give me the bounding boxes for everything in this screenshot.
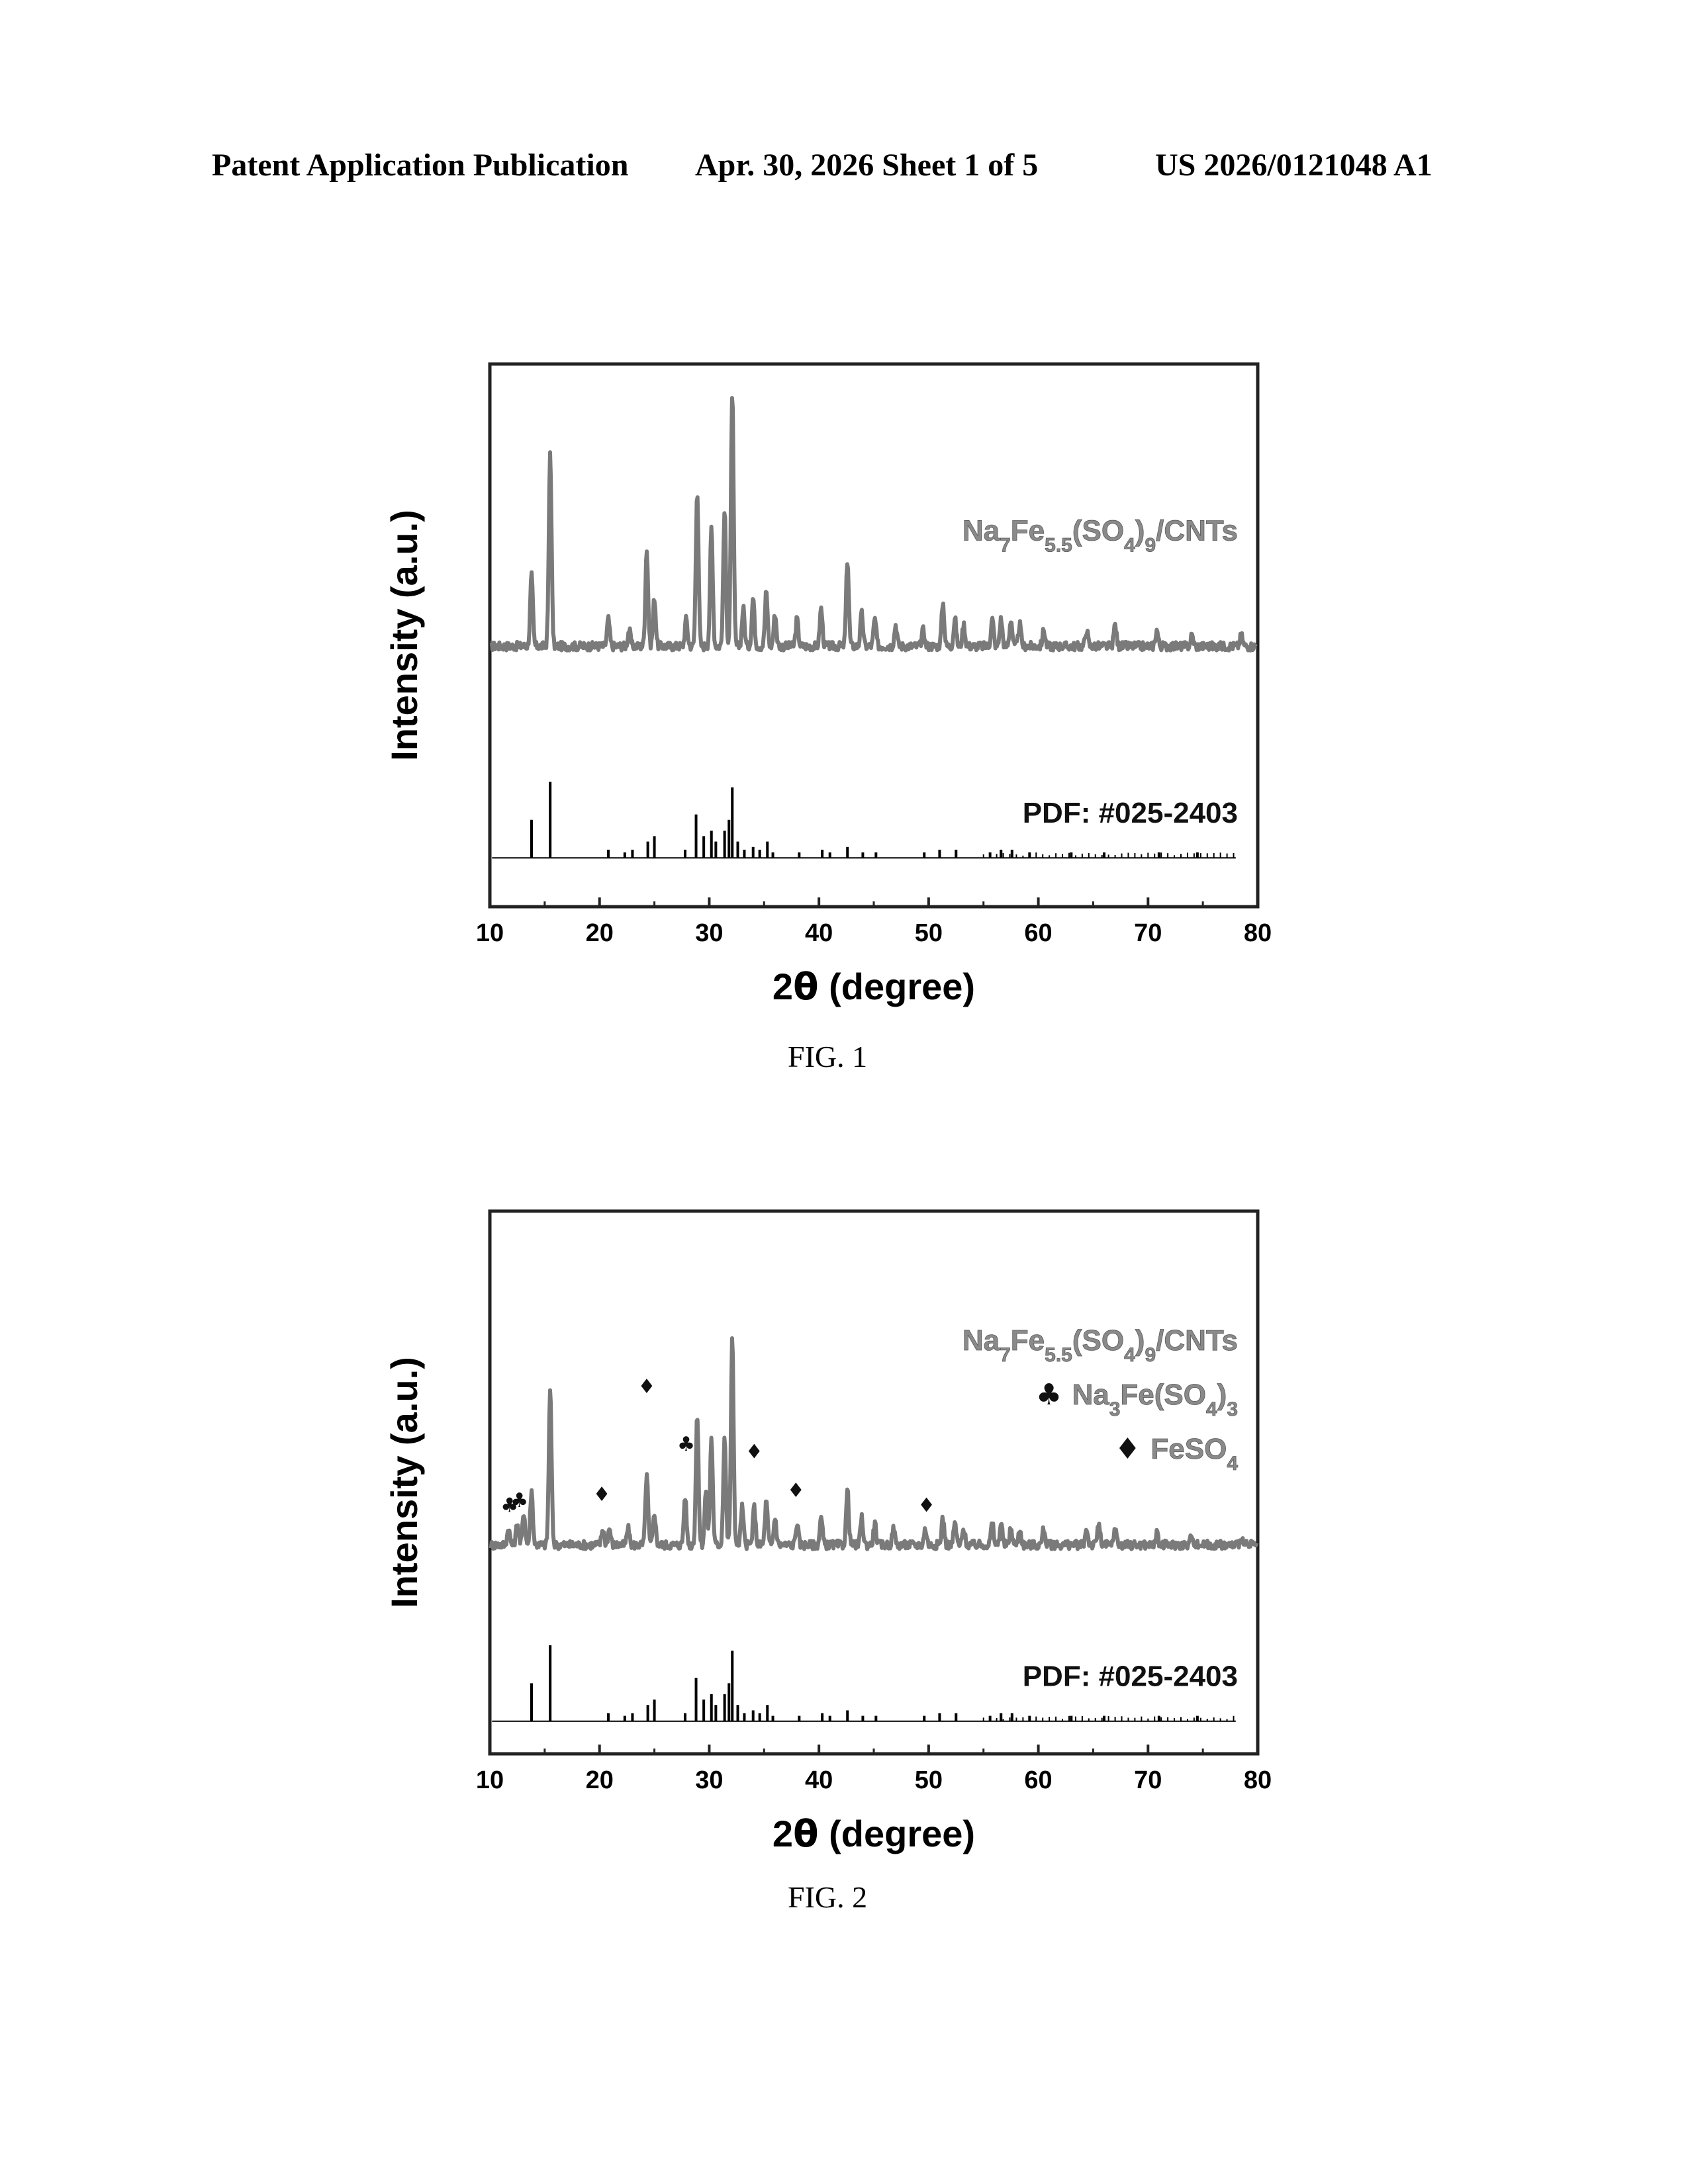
club-marker: ♣ bbox=[510, 1489, 528, 1512]
diamond-marker: ♦ bbox=[787, 1479, 805, 1502]
x-tick-label: 50 bbox=[915, 1766, 943, 1794]
x-tick-label: 80 bbox=[1244, 919, 1272, 947]
x-tick-label: 20 bbox=[586, 919, 614, 947]
header-left: Patent Application Publication bbox=[212, 147, 628, 183]
diamond-legend-icon: ♦ bbox=[1115, 1432, 1151, 1466]
legend-entry: ♦ FeSO4 bbox=[1115, 1432, 1239, 1475]
x-tick-label: 30 bbox=[695, 919, 723, 947]
figure-2-chart: 10203040506070802θ (degree)Intensity (a.… bbox=[0, 1178, 1688, 1840]
figure-1-caption: FIG. 1 bbox=[788, 1039, 867, 1074]
x-axis-title-theta: θ bbox=[793, 1813, 818, 1856]
x-axis-title-rest: (degree) bbox=[819, 1813, 976, 1854]
x-tick-label: 60 bbox=[1024, 1766, 1052, 1794]
header-date-sheet: Apr. 30, 2026 Sheet 1 of 5 bbox=[695, 147, 1038, 183]
x-axis-title-main: 2 bbox=[773, 966, 793, 1007]
x-axis-title: 2θ (degree) bbox=[773, 966, 975, 1009]
x-axis-title: 2θ (degree) bbox=[773, 1813, 975, 1856]
diamond-marker: ♦ bbox=[638, 1375, 656, 1398]
diamond-marker: ♦ bbox=[745, 1440, 763, 1463]
x-tick-label: 80 bbox=[1244, 1766, 1272, 1794]
y-axis-title: Intensity (a.u.) bbox=[383, 510, 425, 761]
figure-2-caption: FIG. 2 bbox=[788, 1880, 867, 1915]
diamond-marker: ♦ bbox=[917, 1494, 935, 1517]
x-tick-label: 30 bbox=[695, 1766, 723, 1794]
x-tick-label: 70 bbox=[1134, 919, 1162, 947]
legend-entry: Na7Fe5.5(SO4)9/CNTs bbox=[962, 1324, 1238, 1366]
reference-label: PDF: #025-2403 bbox=[1023, 1661, 1238, 1693]
header-pub-number: US 2026/0121048 A1 bbox=[1155, 147, 1432, 183]
reference-label: PDF: #025-2403 bbox=[1023, 797, 1238, 829]
club-marker: ♣ bbox=[677, 1433, 695, 1456]
x-axis-title-main: 2 bbox=[773, 1813, 793, 1854]
figure-1-chart: 10203040506070802θ (degree)Intensity (a.… bbox=[0, 331, 1688, 993]
legend-entry: ♣ Na3Fe(SO4)3 bbox=[1036, 1378, 1238, 1420]
x-tick-label: 10 bbox=[476, 1766, 504, 1794]
club-legend-icon: ♣ bbox=[1036, 1378, 1072, 1412]
x-tick-label: 60 bbox=[1024, 919, 1052, 947]
x-axis-title-theta: θ bbox=[793, 966, 818, 1009]
x-axis-title-rest: (degree) bbox=[819, 966, 976, 1007]
x-tick-label: 40 bbox=[805, 919, 833, 947]
series-label-composite: Na7Fe5.5(SO4)9/CNTs bbox=[962, 515, 1238, 557]
x-tick-label: 10 bbox=[476, 919, 504, 947]
x-tick-label: 40 bbox=[805, 1766, 833, 1794]
y-axis-title: Intensity (a.u.) bbox=[383, 1357, 425, 1608]
x-tick-label: 70 bbox=[1134, 1766, 1162, 1794]
diamond-marker: ♦ bbox=[593, 1483, 611, 1506]
x-tick-label: 50 bbox=[915, 919, 943, 947]
x-tick-label: 20 bbox=[586, 1766, 614, 1794]
